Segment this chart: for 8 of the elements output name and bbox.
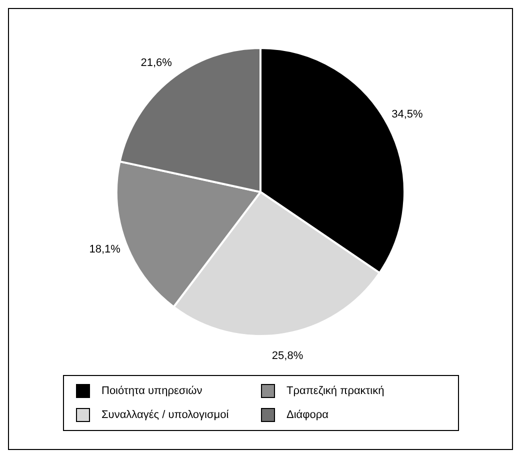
data-label: 21,6% (140, 56, 172, 69)
data-label: 34,5% (392, 108, 424, 120)
data-label: 18,1% (89, 244, 121, 256)
legend-label: Διάφορα (286, 409, 329, 421)
legend-label: Ποιότητα υπηρεσιών (102, 385, 202, 397)
legend-label: Τραπεζική πρακτική (286, 385, 384, 397)
data-label: 25,8% (272, 350, 304, 362)
legend-label: Συναλλαγές / υπολογισμοί (102, 409, 229, 421)
